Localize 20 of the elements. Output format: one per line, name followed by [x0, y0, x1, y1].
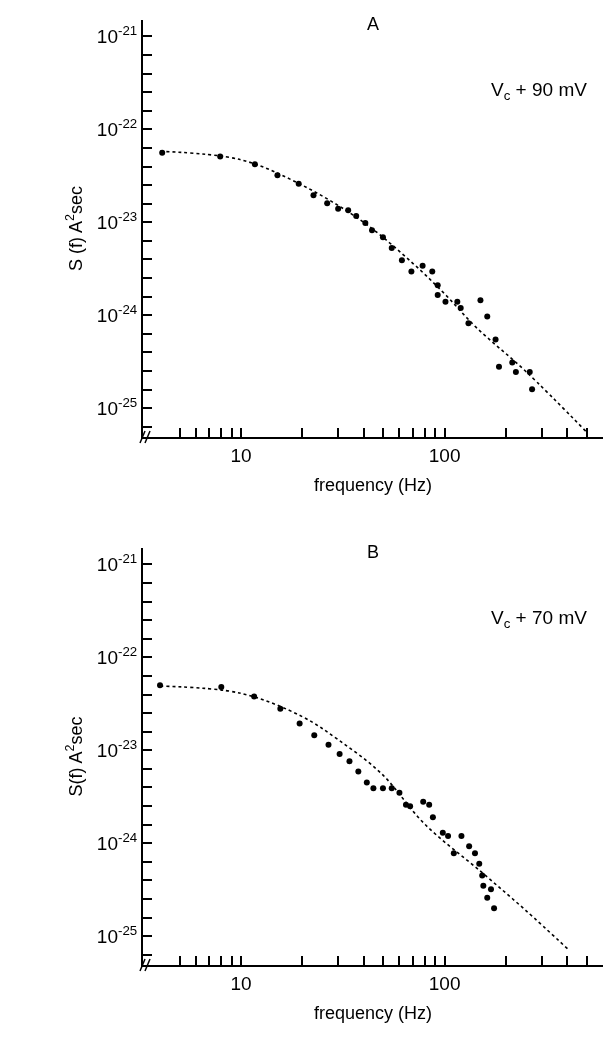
- x-tick-label: 100: [428, 444, 461, 466]
- annotation: V$_{c}$ + 70 mV: [491, 607, 588, 631]
- x-tick-label: 10: [230, 444, 252, 466]
- y-tick-label: 10$^{-25}$: [96, 394, 138, 419]
- y-tick-label: 10$^{-24}$: [96, 301, 138, 326]
- x-axis-title: frequency (Hz): [313, 1003, 433, 1024]
- y-tick-label: 10$^{-21}$: [96, 23, 138, 48]
- y-tick-label: 10$^{-21}$: [96, 551, 138, 576]
- y-tick-label: 10$^{-22}$: [96, 116, 138, 140]
- x-axis-title: frequency (Hz): [313, 475, 433, 496]
- x-tick-label: 100: [428, 972, 461, 994]
- y-tick-label: 10$^{-23}$: [96, 736, 138, 761]
- annotation: V$_{c}$ + 90 mV: [491, 79, 588, 103]
- y-tick-label: 10$^{-24}$: [96, 829, 138, 854]
- x-tick-label: 10: [230, 972, 252, 994]
- y-tick-label: 10$^{-25}$: [96, 922, 138, 947]
- y-tick-label: 10$^{-23}$: [96, 208, 138, 233]
- y-tick-label: 10$^{-22}$: [96, 644, 138, 668]
- chart-title: A: [366, 14, 380, 35]
- chart-title: B: [366, 542, 380, 563]
